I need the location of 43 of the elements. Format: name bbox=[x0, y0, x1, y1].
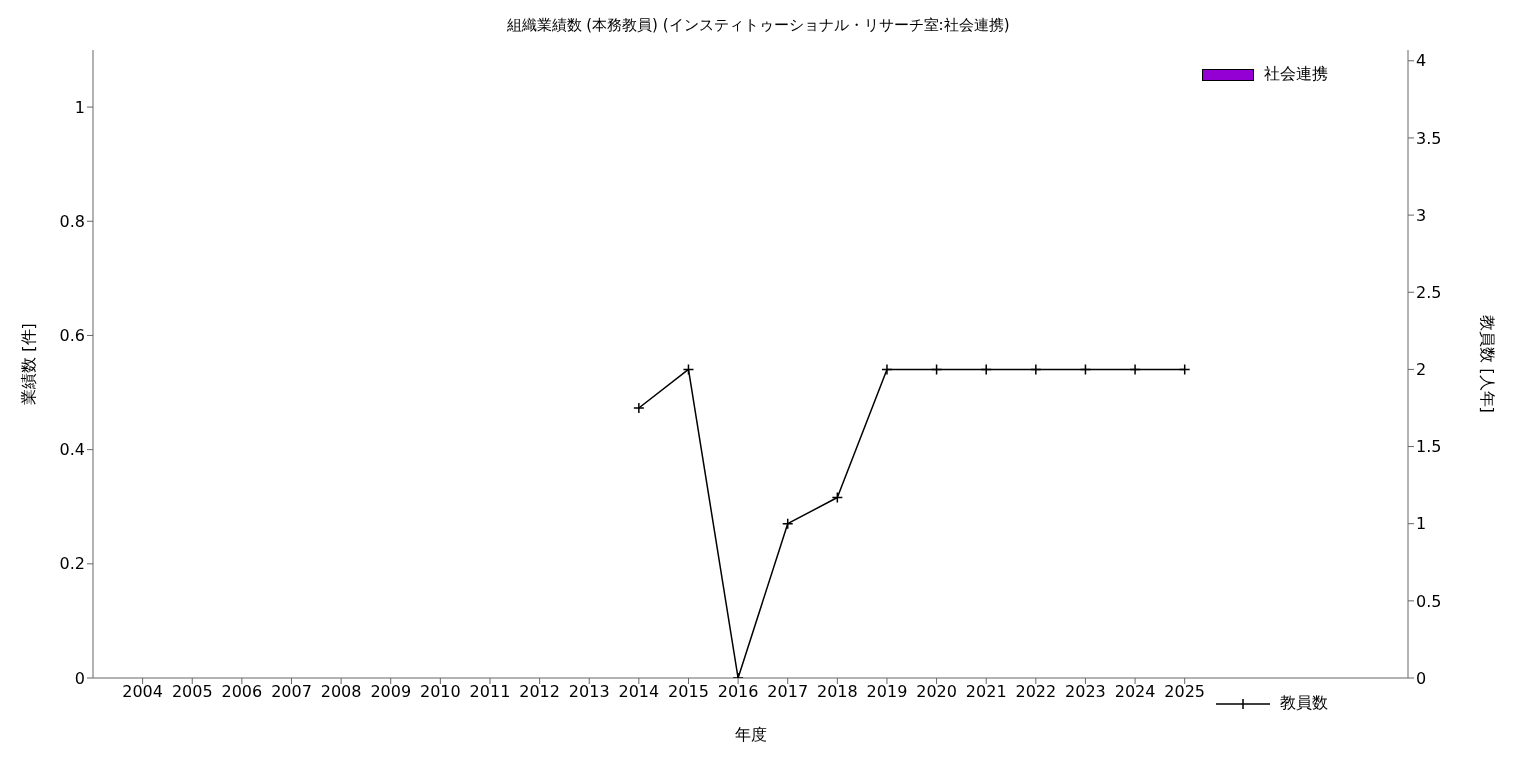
x-axis-title: 年度 bbox=[734, 725, 767, 744]
x-tick-label: 2022 bbox=[1015, 682, 1057, 702]
legend-label: 教員数 bbox=[1280, 693, 1328, 714]
y-tick-label: 1 bbox=[74, 97, 85, 117]
y2-tick-label: 0.5 bbox=[1416, 591, 1442, 611]
x-tick-label: 2016 bbox=[717, 682, 759, 702]
x-tick-label: 2009 bbox=[370, 682, 412, 702]
y2-tick-label: 1.5 bbox=[1416, 437, 1442, 457]
y2-tick-label: 2 bbox=[1416, 360, 1427, 380]
y-tick-label: 0.2 bbox=[59, 554, 85, 574]
x-tick-label: 2011 bbox=[469, 682, 511, 702]
x-tick-label: 2024 bbox=[1114, 682, 1156, 702]
x-tick-label: 2023 bbox=[1065, 682, 1106, 702]
x-tick-label: 2007 bbox=[271, 682, 312, 702]
x-tick-label: 2025 bbox=[1164, 682, 1206, 702]
x-tick-label: 2018 bbox=[816, 682, 858, 702]
x-tick-label: 2014 bbox=[618, 682, 660, 702]
y2-tick-label: 3.5 bbox=[1416, 128, 1442, 148]
y2-tick-label: 3 bbox=[1416, 205, 1427, 225]
y2-tick-label: 0 bbox=[1416, 668, 1427, 688]
y-tick-label: 0 bbox=[74, 668, 85, 688]
x-tick-label: 2019 bbox=[866, 682, 908, 702]
legend-label: 社会連携 bbox=[1264, 64, 1328, 85]
y-tick-label: 0.6 bbox=[59, 326, 85, 346]
y2-tick-label: 2.5 bbox=[1416, 282, 1442, 302]
chart-title: 組織業績数 (本務教員) (インスティトゥーショナル・リサーチ室:社会連携) bbox=[505, 16, 1011, 35]
x-tick-label: 2010 bbox=[420, 682, 461, 702]
x-tick-label: 2006 bbox=[221, 682, 263, 702]
x-tick-label: 2020 bbox=[916, 682, 957, 702]
x-tick-label: 2005 bbox=[171, 682, 213, 702]
y2-axis-title: 教員数 [人年] bbox=[1478, 315, 1498, 413]
y2-tick-label: 4 bbox=[1416, 51, 1427, 71]
x-tick-label: 2004 bbox=[122, 682, 163, 702]
x-tick-label: 2017 bbox=[767, 682, 809, 702]
y-tick-label: 0.8 bbox=[59, 211, 85, 231]
y-tick-label: 0.4 bbox=[59, 440, 85, 460]
x-tick-label: 2021 bbox=[965, 682, 1007, 702]
x-tick-label: 2008 bbox=[320, 682, 362, 702]
x-tick-label: 2013 bbox=[568, 682, 610, 702]
x-tick-label: 2012 bbox=[519, 682, 560, 702]
y-axis-title: 業績数 [件] bbox=[18, 323, 38, 405]
x-tick-label: 2015 bbox=[668, 682, 709, 702]
y2-tick-label: 1 bbox=[1416, 514, 1427, 534]
